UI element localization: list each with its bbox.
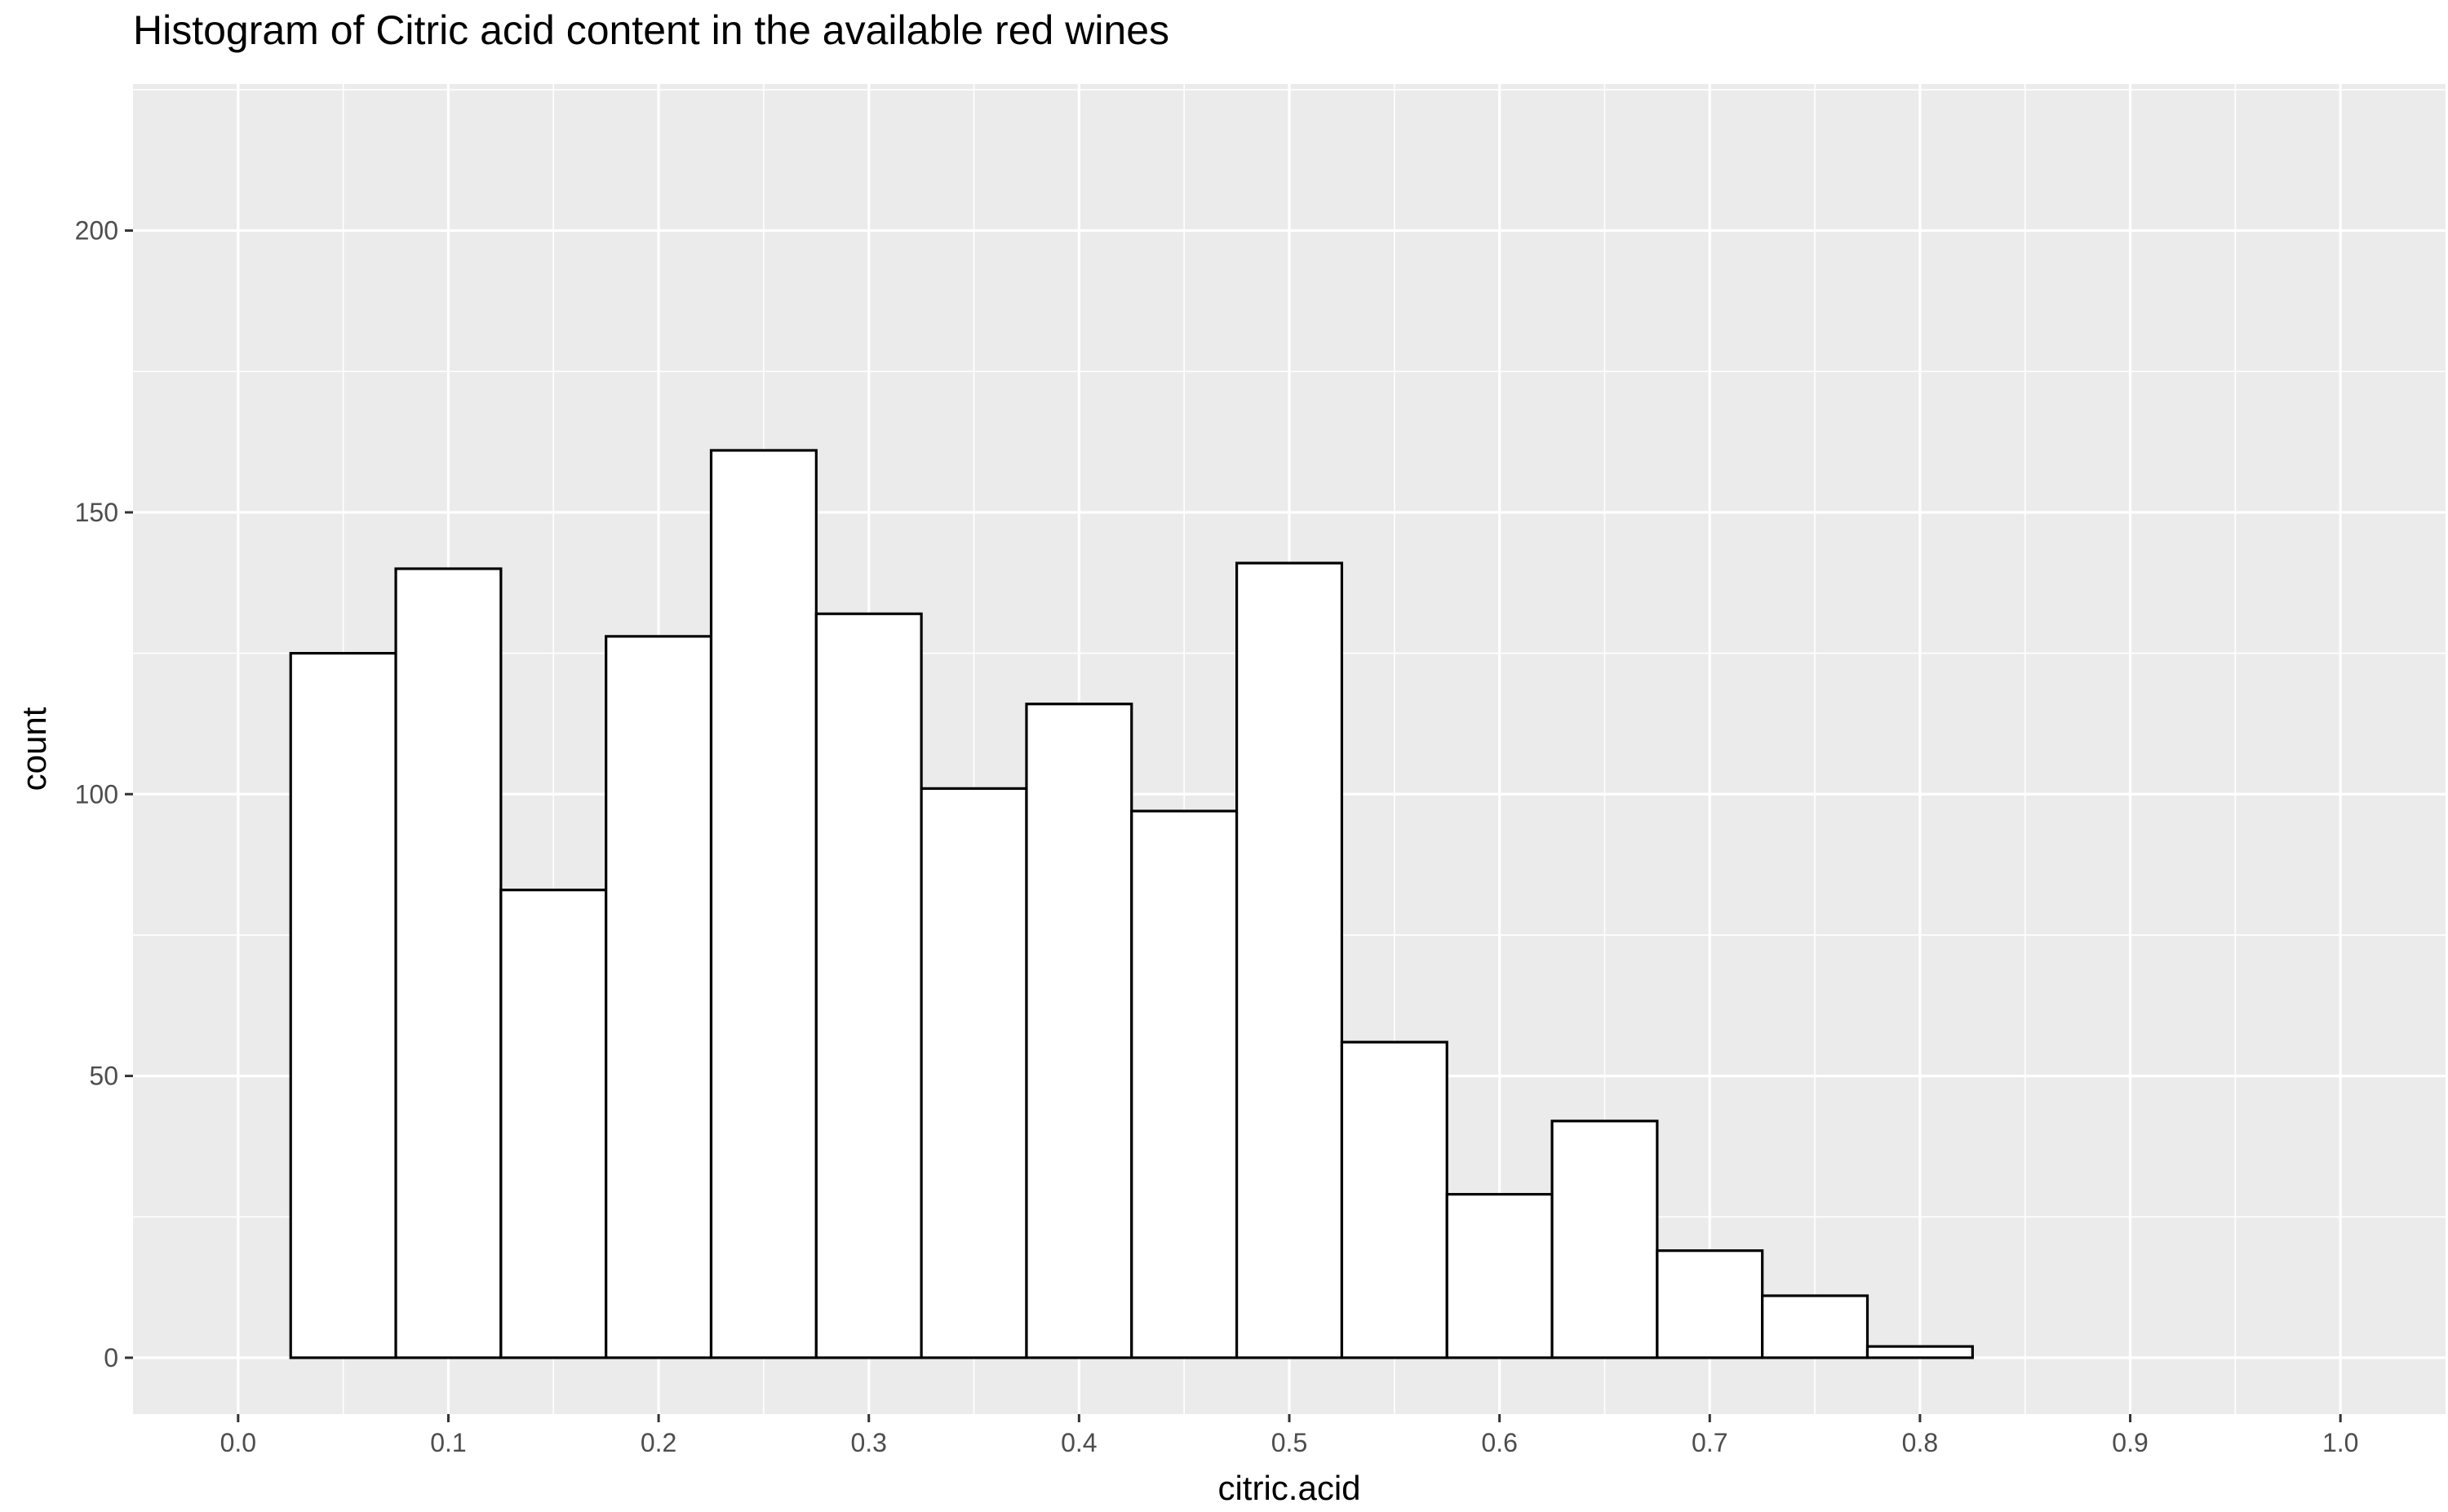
x-axis: 0.0 0.1 0.2 0.3 0.4 0.5 0.6 0.7 0.8 0.9 1.0 <box>220 1414 2358 1457</box>
histogram-bar <box>1130 809 1239 1359</box>
x-tick-label: 0.8 <box>1902 1428 1938 1457</box>
histogram-bar <box>1445 1193 1554 1359</box>
x-tick-label: 0.1 <box>430 1428 466 1457</box>
y-axis-title: count <box>15 707 53 791</box>
x-tick-label: 0.4 <box>1061 1428 1097 1457</box>
y-tick-label: 150 <box>75 498 118 527</box>
x-tick-label: 0.5 <box>1271 1428 1307 1457</box>
histogram-bar <box>289 651 397 1359</box>
y-tick-label: 100 <box>75 779 118 809</box>
x-tick-label: 0.9 <box>2112 1428 2148 1457</box>
histogram-bar <box>1340 1040 1448 1359</box>
chart-title: Histogram of Citric acid content in the … <box>133 7 1170 53</box>
histogram-bar <box>709 449 818 1359</box>
y-tick-label: 200 <box>75 216 118 246</box>
x-tick-label: 0.0 <box>220 1428 256 1457</box>
histogram-bar <box>605 635 713 1359</box>
x-tick-label: 0.2 <box>641 1428 676 1457</box>
histogram-bar <box>499 889 608 1359</box>
x-tick-label: 1.0 <box>2322 1428 2358 1457</box>
histogram-bar <box>1025 703 1133 1359</box>
histogram-bar <box>1761 1294 1869 1359</box>
x-axis-title: citric.acid <box>1217 1469 1360 1507</box>
histogram-bar <box>1865 1345 1974 1359</box>
histogram-bar <box>920 787 1028 1359</box>
bars <box>289 449 1974 1359</box>
x-tick-label: 0.7 <box>1692 1428 1727 1457</box>
y-tick-label: 50 <box>89 1062 118 1091</box>
y-tick-label: 0 <box>104 1343 118 1372</box>
histogram-bar <box>1550 1120 1659 1359</box>
histogram-bar <box>1235 561 1344 1359</box>
histogram-bar <box>814 612 923 1359</box>
histogram-bar <box>394 567 503 1359</box>
x-tick-label: 0.3 <box>850 1428 886 1457</box>
y-axis: 0 50 100 150 200 <box>75 216 133 1372</box>
histogram-bar <box>1656 1249 1764 1359</box>
x-tick-label: 0.6 <box>1481 1428 1517 1457</box>
